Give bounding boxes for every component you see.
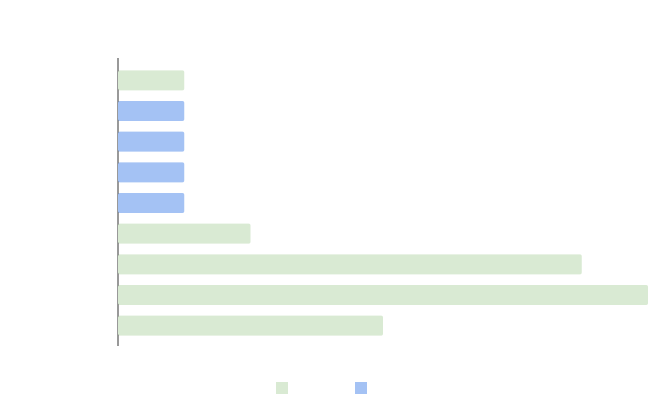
bar bbox=[118, 193, 185, 213]
bar bbox=[118, 101, 185, 121]
legend-swatch bbox=[355, 382, 367, 394]
legend-swatch bbox=[276, 382, 288, 394]
bar bbox=[118, 70, 185, 91]
bar bbox=[118, 223, 251, 244]
bar bbox=[118, 254, 582, 275]
bar bbox=[118, 162, 185, 183]
bar bbox=[118, 285, 648, 305]
bar bbox=[118, 315, 383, 336]
bar bbox=[118, 131, 185, 152]
